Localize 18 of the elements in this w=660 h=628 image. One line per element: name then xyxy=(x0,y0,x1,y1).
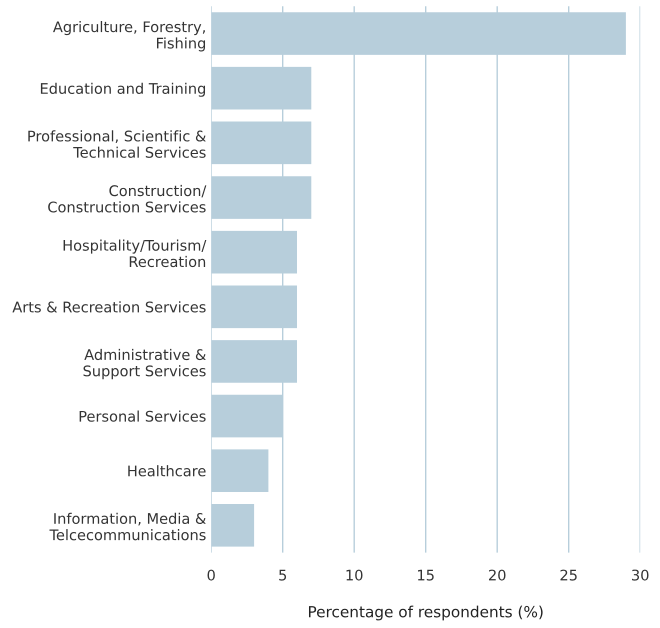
y-tick-label: Information, Media & Telcecommunications xyxy=(49,512,206,540)
y-tick-label: Hospitality/Tourism/ Recreation xyxy=(64,240,206,268)
x-tick-label: 15 xyxy=(418,570,434,581)
y-tick-label: Education and Training xyxy=(40,82,206,97)
x-axis-title: Percentage of respondents (%) xyxy=(308,606,543,620)
x-tick-label: 20 xyxy=(488,570,506,581)
y-tick-label: Construction/ Construction Services xyxy=(48,184,206,213)
x-tick-label: 25 xyxy=(560,570,577,581)
y-tick-label: Professional, Scientific & Technical Services xyxy=(28,130,206,158)
y-tick-label: Arts & Recreation Services xyxy=(12,301,206,313)
y-tick-label: Personal Services xyxy=(80,410,206,422)
y-tick-label: Administrative & Support Services xyxy=(84,348,206,380)
x-tick-label: 0 xyxy=(208,570,215,581)
x-tick-label: 5 xyxy=(279,570,286,581)
y-tick-label: Healthcare xyxy=(128,465,206,476)
y-tick-label: Agriculture, Forestry, Fishing xyxy=(52,21,206,52)
x-tick-label: 10 xyxy=(346,570,363,581)
x-tick-label: 30 xyxy=(632,570,649,581)
